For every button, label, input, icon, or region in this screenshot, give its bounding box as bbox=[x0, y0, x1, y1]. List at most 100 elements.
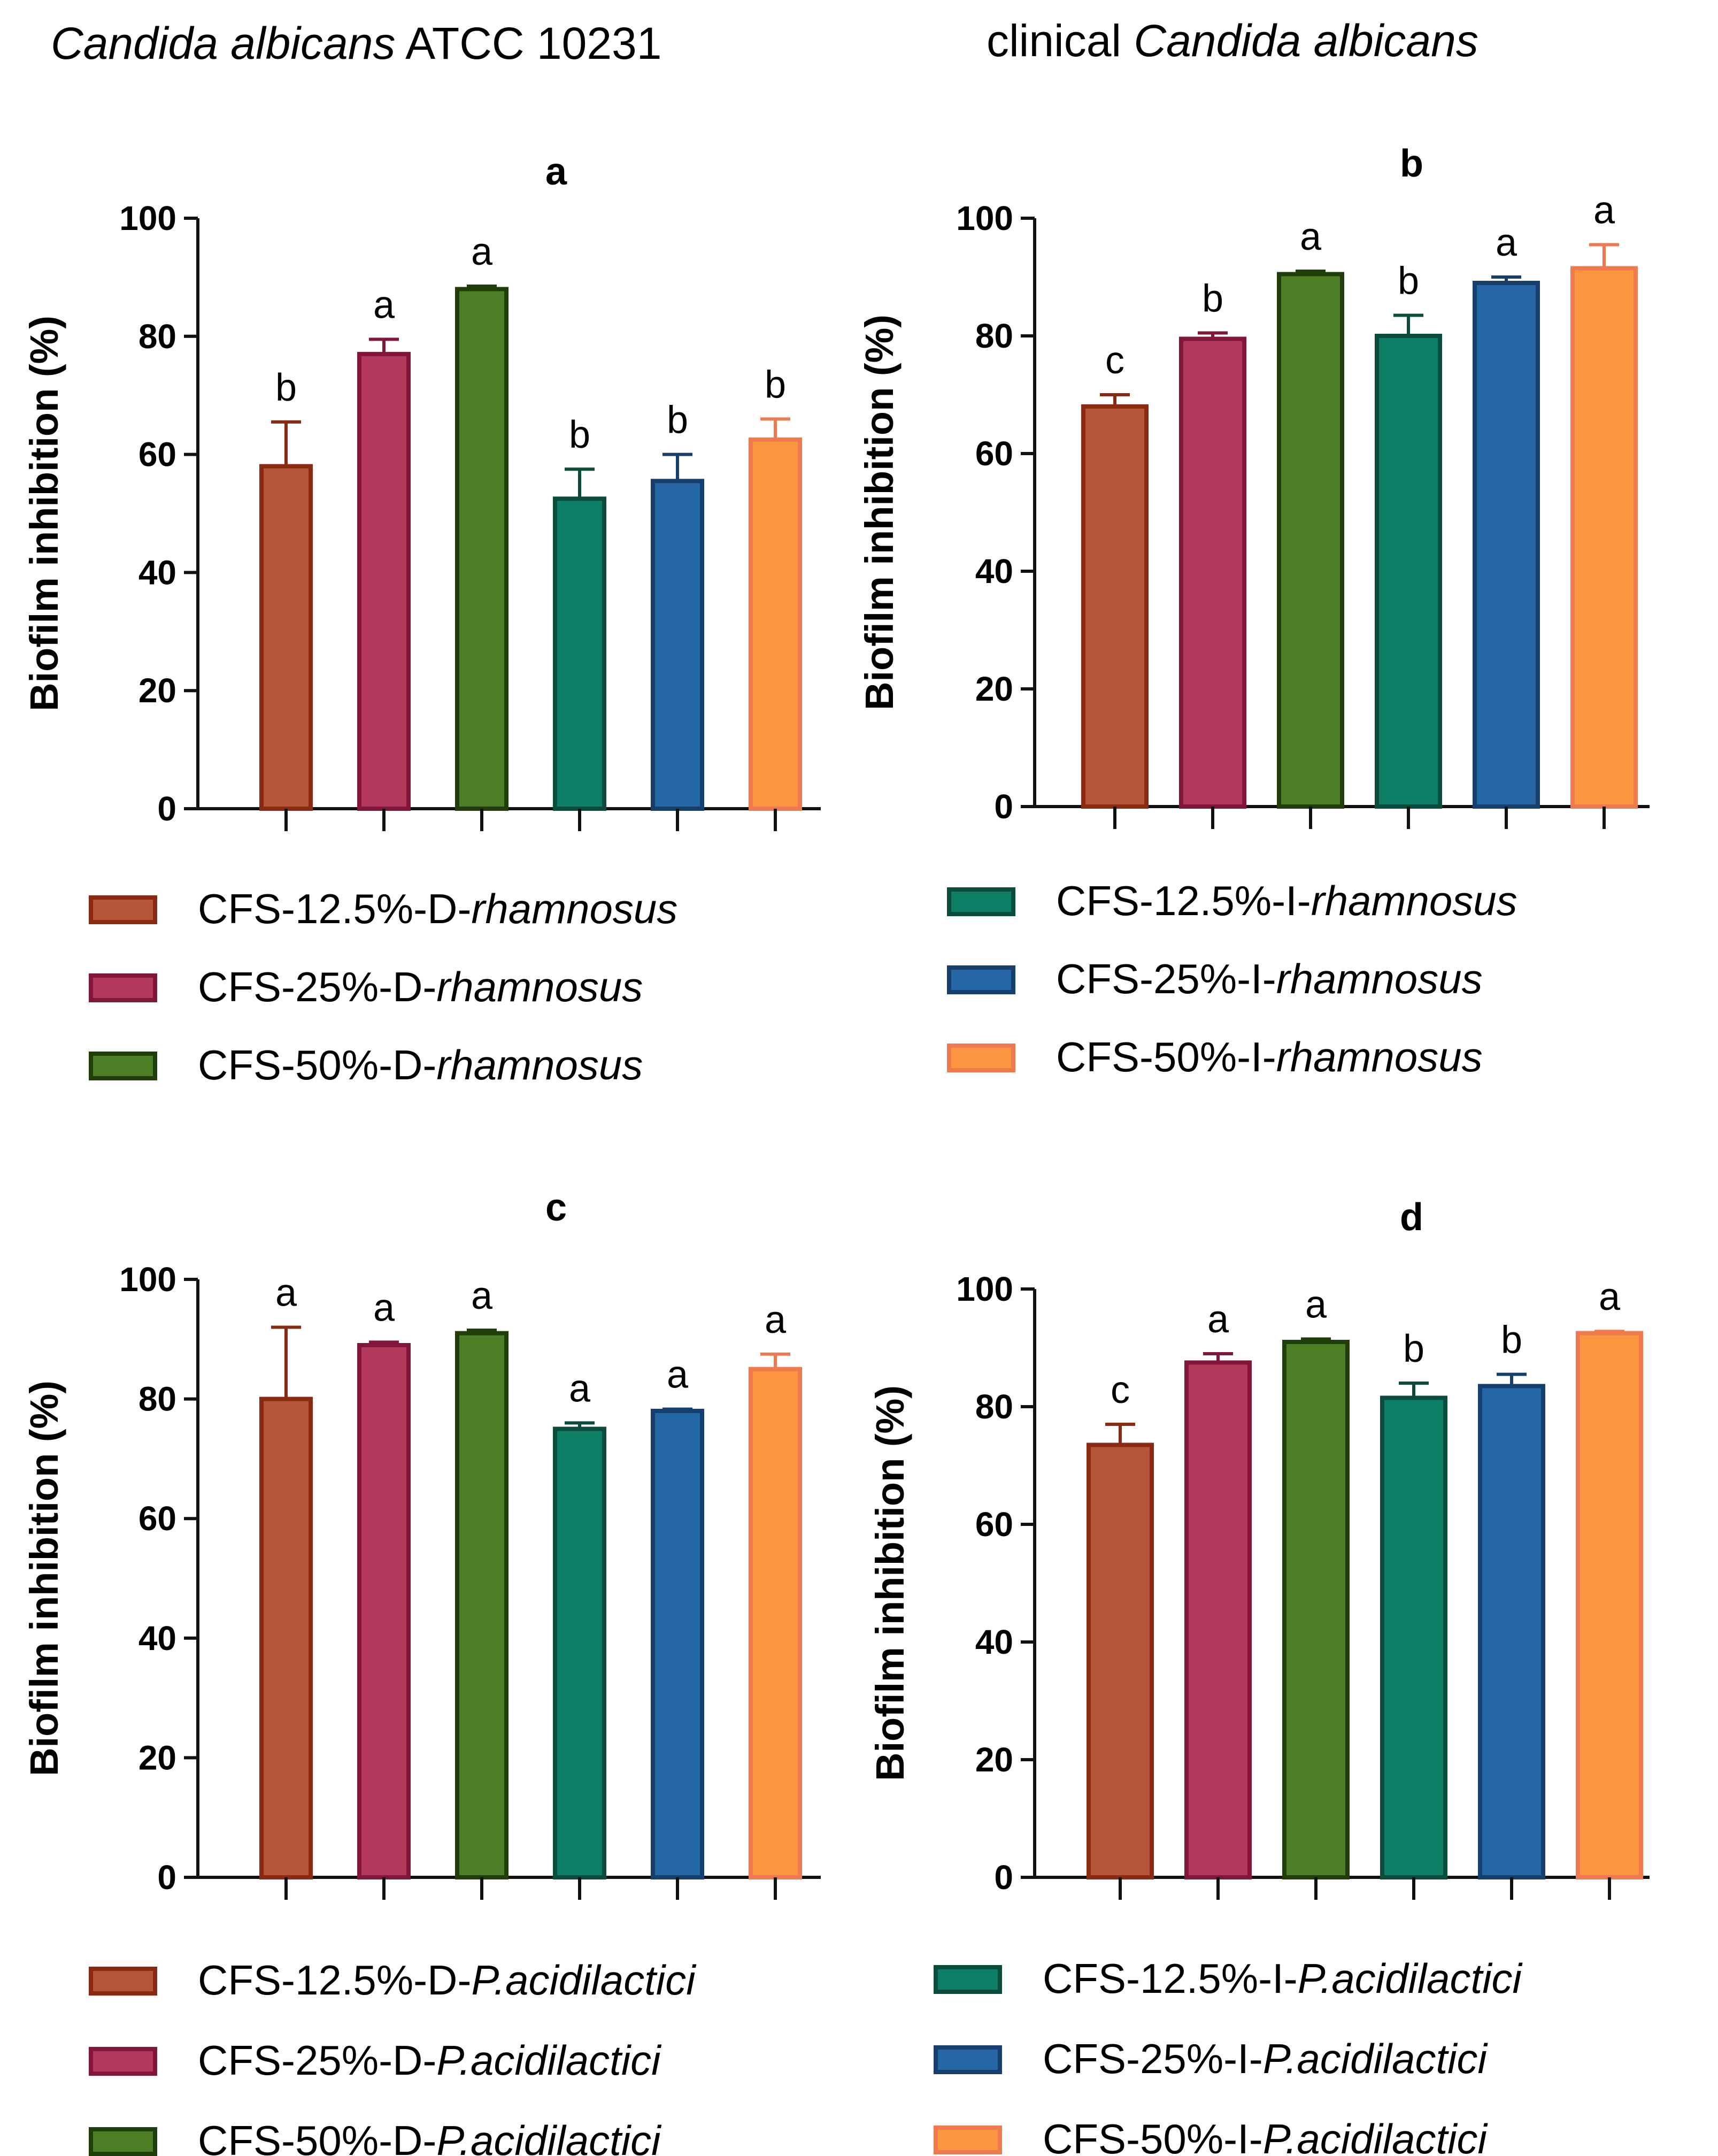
significance-letter: a bbox=[373, 283, 395, 326]
significance-letter: a bbox=[471, 231, 493, 273]
heading-left: Candida albicans ATCC 10231 bbox=[51, 18, 662, 68]
legend-swatch bbox=[947, 1044, 1015, 1072]
y-tick-label: 40 bbox=[138, 1619, 176, 1658]
bar-d-2 bbox=[1184, 1360, 1252, 1879]
panel-a: a 0 20 40 60 80 100 Biofilm inhibition (%) b a a b b… bbox=[22, 150, 821, 831]
legend-label-prefix: CFS-12.5%-D- bbox=[198, 1956, 471, 2004]
bar-a-1 bbox=[259, 464, 313, 811]
legend-label: CFS-12.5%-D-rhamnosus bbox=[198, 885, 677, 932]
legend-swatch bbox=[89, 2127, 157, 2156]
y-axis-label: Biofilm inhibition (%) bbox=[22, 1380, 66, 1776]
heading-left-plain: ATCC 10231 bbox=[395, 18, 661, 68]
legend-label-species: P.acidilactici bbox=[436, 2037, 662, 2084]
y-tick-label: 40 bbox=[975, 552, 1013, 590]
significance-letter: a bbox=[765, 1299, 787, 1341]
y-tick-label: 20 bbox=[138, 1738, 176, 1777]
significance-letter: a bbox=[471, 1275, 493, 1317]
y-tick-label: 40 bbox=[138, 553, 176, 592]
y-tick-label: 100 bbox=[119, 1260, 176, 1299]
significance-letter: a bbox=[1305, 1284, 1327, 1326]
legend-i-rhamnosus: CFS-12.5%-I-rhamnosusCFS-25%-I-rhamnosus… bbox=[947, 877, 1517, 1080]
legend-label: CFS-25%-D-P.acidilactici bbox=[198, 2037, 662, 2084]
legend-label-prefix: CFS-12.5%-I- bbox=[1043, 1955, 1298, 2002]
y-tick-label: 0 bbox=[994, 787, 1013, 826]
significance-letter: a bbox=[569, 1367, 591, 1410]
bar-d-4 bbox=[1380, 1395, 1447, 1879]
panel-title-b: b bbox=[1400, 142, 1423, 185]
bar-d-3 bbox=[1282, 1340, 1350, 1879]
legend-swatch bbox=[89, 895, 157, 924]
legend-label: CFS-25%-D-rhamnosus bbox=[198, 963, 643, 1010]
significance-letter: b bbox=[1403, 1328, 1424, 1370]
bar-b-2 bbox=[1179, 336, 1246, 809]
legend-label-prefix: CFS-25%-I- bbox=[1056, 955, 1276, 1002]
panel-c: c 0 20 40 60 80 100 Biofilm inhibition (%) a a a a a… bbox=[22, 1186, 821, 1900]
y-axis-label: Biofilm inhibition (%) bbox=[857, 314, 902, 710]
heading-right-italic: Candida albicans bbox=[1134, 16, 1478, 66]
legend-label: CFS-12.5%-I-P.acidilactici bbox=[1043, 1955, 1523, 2002]
y-tick-label: 0 bbox=[157, 789, 176, 828]
legend-swatch bbox=[947, 887, 1015, 916]
bar-a-4 bbox=[553, 496, 606, 811]
panel-title-d: d bbox=[1400, 1196, 1423, 1239]
legend-label-species: rhamnosus bbox=[1276, 1033, 1483, 1080]
significance-letter: b bbox=[1501, 1319, 1522, 1362]
bar-b-6 bbox=[1570, 266, 1638, 809]
legend-label-species: P.acidilactici bbox=[1263, 2115, 1489, 2156]
legend-label-species: P.acidilactici bbox=[436, 2117, 662, 2156]
y-tick-label: 100 bbox=[956, 199, 1013, 237]
bar-a-3 bbox=[455, 287, 509, 811]
y-tick-label: 80 bbox=[138, 1380, 176, 1418]
significance-letter: a bbox=[1593, 189, 1615, 232]
y-tick-label: 40 bbox=[975, 1623, 1013, 1661]
legend-swatch bbox=[934, 1965, 1002, 1994]
y-tick-label: 80 bbox=[138, 317, 176, 356]
legend-label-prefix: CFS-50%-D- bbox=[198, 1041, 436, 1088]
legend-label-species: P.acidilactici bbox=[471, 1956, 697, 2004]
y-tick-label: 80 bbox=[975, 1387, 1013, 1426]
y-tick-label: 0 bbox=[994, 1858, 1013, 1897]
legend-label: CFS-50%-D-P.acidilactici bbox=[198, 2117, 662, 2156]
significance-letter: b bbox=[275, 366, 297, 409]
significance-letter: b bbox=[667, 399, 688, 442]
legend-label: CFS-12.5%-D-P.acidilactici bbox=[198, 1956, 697, 2004]
panel-b: b 0 20 40 60 80 100 Biofilm inhibition (%) c b a b a… bbox=[857, 142, 1650, 829]
y-tick-label: 60 bbox=[975, 1505, 1013, 1544]
heading-right-plain: clinical bbox=[987, 16, 1134, 66]
legend-swatch bbox=[89, 1052, 157, 1080]
significance-letter: a bbox=[1599, 1276, 1621, 1318]
legend-label-prefix: CFS-12.5%-D- bbox=[198, 885, 471, 932]
legend-label-species: rhamnosus bbox=[471, 885, 677, 932]
legend-label-prefix: CFS-25%-D- bbox=[198, 963, 436, 1010]
bar-d-1 bbox=[1087, 1443, 1154, 1879]
significance-letter: b bbox=[765, 363, 786, 406]
significance-letter: b bbox=[1202, 278, 1223, 320]
legend-swatch bbox=[89, 973, 157, 1002]
bar-b-3 bbox=[1277, 272, 1344, 809]
y-tick-label: 60 bbox=[138, 1499, 176, 1538]
legend-label: CFS-12.5%-I-rhamnosus bbox=[1056, 877, 1517, 924]
bar-b-4 bbox=[1375, 334, 1442, 809]
bar-d-6 bbox=[1576, 1331, 1643, 1879]
legend-swatch bbox=[89, 2047, 157, 2076]
y-tick-label: 0 bbox=[157, 1858, 176, 1897]
legend-label-species: rhamnosus bbox=[436, 1041, 643, 1088]
significance-letter: a bbox=[1300, 216, 1322, 258]
legend-d-pacidilactici: CFS-12.5%-D-P.acidilacticiCFS-25%-D-P.ac… bbox=[89, 1956, 697, 2156]
bar-b-5 bbox=[1473, 281, 1540, 809]
significance-letter: c bbox=[1111, 1369, 1130, 1411]
legend-label-species: P.acidilactici bbox=[1298, 1955, 1523, 2002]
bar-a-5 bbox=[651, 479, 704, 811]
legend-label-species: rhamnosus bbox=[1276, 955, 1483, 1002]
legend-label-prefix: CFS-25%-I- bbox=[1043, 2035, 1263, 2082]
y-tick-label: 100 bbox=[119, 199, 176, 237]
legend-label-prefix: CFS-12.5%-I- bbox=[1056, 877, 1311, 924]
significance-letter: b bbox=[569, 413, 590, 456]
legend-label-prefix: CFS-50%-D- bbox=[198, 2117, 436, 2156]
legend-label-species: rhamnosus bbox=[436, 963, 643, 1010]
significance-letter: c bbox=[1105, 339, 1124, 382]
legend-label-prefix: CFS-25%-D- bbox=[198, 2037, 436, 2084]
legend-label-species: rhamnosus bbox=[1311, 877, 1517, 924]
legend-label-prefix: CFS-50%-I- bbox=[1043, 2115, 1263, 2156]
